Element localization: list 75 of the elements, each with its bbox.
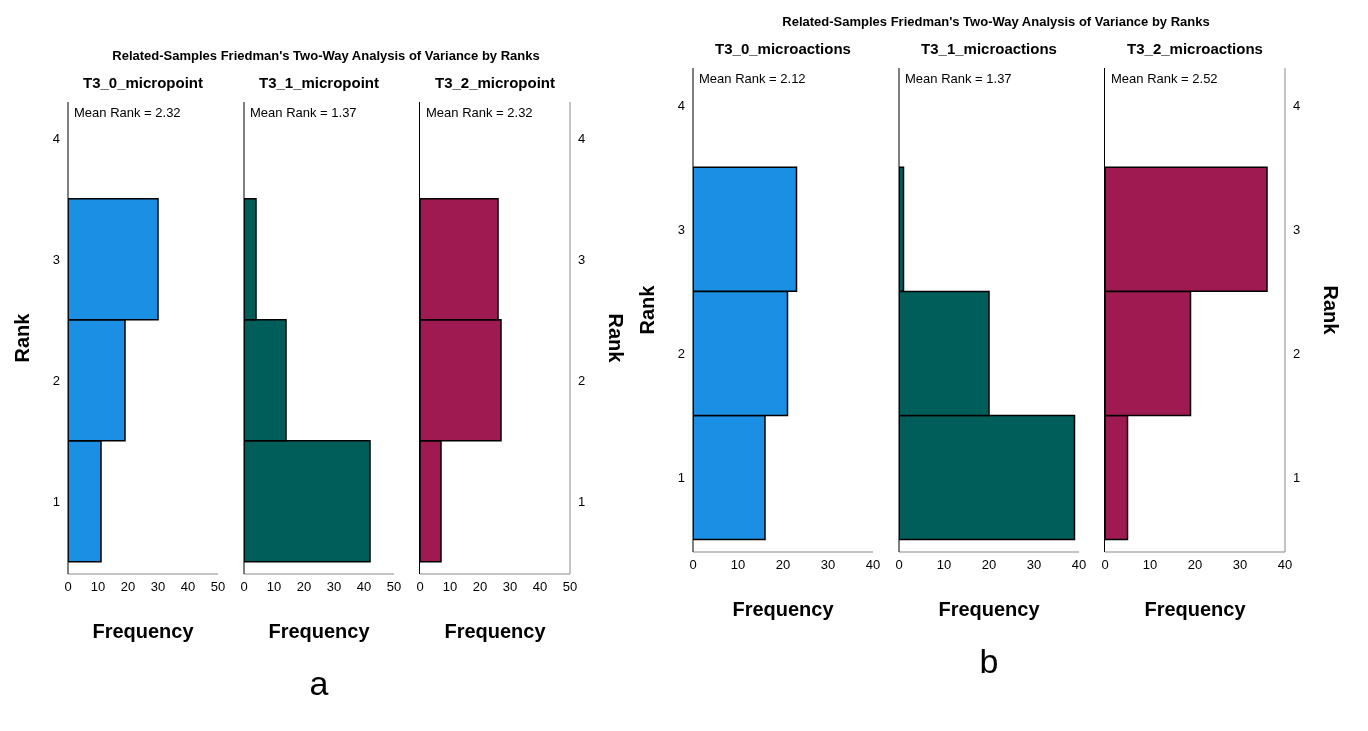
text: Related-Samples Friedman's Two-Way Analysis of Variance by Ranks — [111, 48, 541, 65]
x-tick-label: 10 — [730, 557, 746, 573]
y-tick-label: 4 — [52, 130, 60, 146]
y-tick-label: 2 — [578, 372, 586, 388]
x-tick-label: 10 — [936, 557, 952, 573]
x-tick-label: 0 — [895, 557, 903, 573]
y-tick-label: 2 — [677, 346, 685, 362]
y-tick-label: 1 — [677, 470, 685, 486]
text: Related-Samples Friedman's Two-Way Analysis of Variance by Ranks — [781, 14, 1211, 31]
x-tick-label: 10 — [1142, 557, 1158, 573]
x-axis-title: Frequency — [92, 620, 195, 642]
chart-subtitle: T3_0_microactions — [714, 40, 852, 59]
chart-subtitle: T3_2_microactions — [1126, 40, 1264, 59]
x-tick-label: 20 — [296, 579, 312, 595]
x-axis-title: Frequency — [444, 620, 547, 642]
annotation: Mean Rank = 2.52 — [1111, 71, 1218, 86]
x-axis-title: Frequency — [268, 620, 371, 642]
x-tick-label: 40 — [1071, 557, 1087, 573]
x-axis-title: Frequency — [1144, 598, 1247, 620]
x-tick-label: 30 — [502, 579, 518, 595]
x-tick-label: 20 — [472, 579, 488, 595]
y-tick-label: 2 — [1293, 346, 1301, 362]
x-tick-label: 0 — [689, 557, 697, 573]
chart-subtitle: T3_0_micropoint — [82, 74, 204, 93]
y-tick-label: 4 — [1293, 97, 1301, 113]
x-tick-label: 10 — [90, 579, 106, 595]
x-tick-label: 40 — [865, 557, 881, 573]
x-tick-label: 50 — [386, 579, 402, 595]
y-tick-label: 1 — [578, 494, 586, 509]
x-tick-label: 0 — [416, 579, 424, 595]
y-tick-label: 4 — [677, 97, 685, 113]
text: b — [978, 642, 1000, 681]
x-axis-title: Frequency — [938, 598, 1041, 620]
y-tick-label: 1 — [52, 494, 60, 509]
x-tick-label: 30 — [326, 579, 342, 595]
x-tick-label: 30 — [1026, 557, 1042, 573]
y-tick-label: 1 — [1293, 470, 1301, 486]
y-tick-label: 4 — [578, 130, 586, 146]
annotation: Mean Rank = 1.37 — [905, 71, 1012, 86]
y-axis-title: Rank — [11, 312, 34, 363]
x-tick-label: 10 — [442, 579, 458, 595]
chart-subtitle: T3_1_micropoint — [258, 74, 380, 93]
x-tick-label: 50 — [210, 579, 226, 595]
x-tick-label: 10 — [266, 579, 282, 595]
x-tick-label: 30 — [820, 557, 836, 573]
y-tick-label: 3 — [52, 251, 60, 267]
x-tick-label: 40 — [532, 579, 548, 595]
annotation: Mean Rank = 2.32 — [74, 105, 181, 120]
y-axis-title: Rank — [1319, 285, 1342, 336]
text: a — [308, 664, 330, 703]
x-tick-label: 0 — [64, 579, 72, 595]
annotation: Mean Rank = 2.12 — [699, 71, 806, 86]
x-tick-label: 40 — [180, 579, 196, 595]
annotation: Mean Rank = 2.32 — [426, 105, 533, 120]
x-tick-label: 0 — [240, 579, 248, 595]
x-tick-label: 30 — [1232, 557, 1248, 573]
x-axis-title: Frequency — [732, 598, 835, 620]
y-tick-label: 3 — [677, 221, 685, 237]
x-tick-label: 40 — [356, 579, 372, 595]
x-tick-label: 0 — [1101, 557, 1109, 573]
x-tick-label: 20 — [120, 579, 136, 595]
x-tick-label: 20 — [1187, 557, 1203, 573]
y-tick-label: 3 — [1293, 221, 1301, 237]
annotation: Mean Rank = 1.37 — [250, 105, 357, 120]
y-axis-title: Rank — [604, 313, 627, 364]
x-tick-label: 30 — [150, 579, 166, 595]
y-axis-title: Rank — [636, 284, 659, 335]
chart-subtitle: T3_2_micropoint — [434, 74, 556, 93]
x-tick-label: 20 — [981, 557, 997, 573]
x-tick-label: 20 — [775, 557, 791, 573]
chart-subtitle: T3_1_microactions — [920, 40, 1058, 59]
x-tick-label: 50 — [562, 579, 578, 595]
y-tick-label: 3 — [578, 251, 586, 267]
y-tick-label: 2 — [52, 372, 60, 388]
x-tick-label: 40 — [1277, 557, 1293, 573]
